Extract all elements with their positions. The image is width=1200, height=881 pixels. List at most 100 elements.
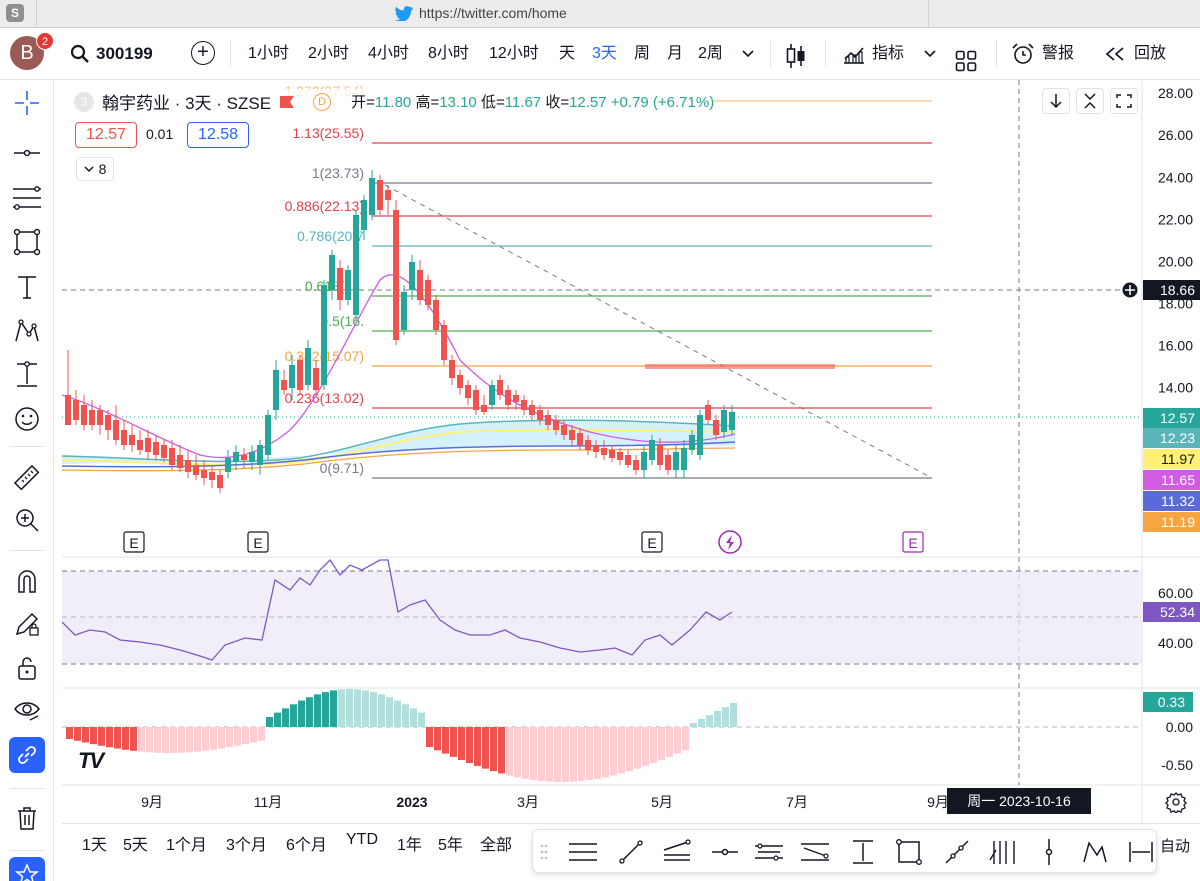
crosshair-tool[interactable] [9,85,45,121]
fav-parallel-channel-tool[interactable] [753,836,785,868]
compare-symbol-button[interactable]: + [191,41,215,65]
buy-button[interactable]: 12.58 [187,122,249,148]
candle-body [521,400,527,410]
symbol-search-button[interactable]: 300199 [70,28,153,80]
replay-button[interactable]: 回放 [1104,28,1166,80]
candle [609,445,615,462]
pattern-tool[interactable] [9,313,45,349]
lock-tool[interactable] [9,650,45,686]
toolbar-separator [825,40,826,68]
interval-2w[interactable]: 2周 [698,45,723,62]
auto-scale-toggle[interactable]: 自动 [1160,838,1191,855]
text-tool[interactable] [9,269,45,305]
fav-fib-fan-tool[interactable] [661,836,693,868]
drag-handle[interactable] [535,836,553,868]
fav-ray-tool[interactable] [941,836,973,868]
fav-fib-tool[interactable] [567,836,599,868]
candle-body [609,450,615,458]
fib-tool[interactable] [9,180,45,216]
interval-3d-active[interactable]: 3天 [592,45,617,62]
interval-4h[interactable]: 4小时 [368,45,409,62]
remove-drawings-tool[interactable] [9,800,45,836]
fav-fib-timezone-tool[interactable] [987,836,1019,868]
price-badge [1143,280,1200,300]
range-3m[interactable]: 3个月 [226,837,267,854]
fav-pattern-tool[interactable] [1079,836,1111,868]
candle-body [449,360,455,378]
range-1m[interactable]: 1个月 [166,837,207,854]
rectangle-tool[interactable] [9,224,45,260]
fav-date-range-tool[interactable] [1125,836,1157,868]
chart-axes: 28.0026.0024.0022.0020.0018.0016.0014.00… [141,85,1200,810]
fav-rectangle-tool[interactable] [893,836,925,868]
dividend-badge[interactable]: D [313,92,332,111]
indicators-button[interactable]: 指标 [842,28,904,80]
interval-2h[interactable]: 2小时 [308,45,349,62]
candle-body [457,375,463,388]
interval-12h[interactable]: 12小时 [489,45,539,62]
range-6m[interactable]: 6个月 [286,837,327,854]
range-all[interactable]: 全部 [480,837,513,854]
fib-retracement[interactable]: 1.272(27.54)1.13(25.55)1(23.73)0.886(22.… [285,83,932,479]
macd-histogram-bar [546,727,553,782]
range-1y[interactable]: 1年 [397,837,422,854]
candle-body [537,410,543,420]
lock-drawings-tool[interactable] [9,606,45,642]
fav-hline-tool[interactable] [709,836,741,868]
fav-vline-tool[interactable] [1033,836,1065,868]
alert-button[interactable]: 警报 [1010,28,1074,80]
symbol-logo: 3 [74,91,94,112]
chart-canvas[interactable]: 1.272(27.54)1.13(25.55)1(23.73)0.886(22.… [62,80,1200,823]
fav-trendline-tool[interactable] [615,836,647,868]
address-bar[interactable]: https://twitter.com/home [395,5,567,21]
candle [497,375,503,400]
candle [281,370,287,395]
interval-8h[interactable]: 8小时 [428,45,469,62]
candle [81,395,87,430]
indicators-collapse-button[interactable]: 8 [76,157,114,181]
maximize-pane-button[interactable] [1110,88,1138,114]
chart-type-button[interactable] [785,40,807,68]
collapse-pane-button[interactable] [1076,88,1104,114]
tradingview-logo[interactable]: TV [78,748,104,773]
candle [657,438,663,470]
fav-price-range-tool[interactable] [847,836,879,868]
scroll-down-button[interactable] [1042,88,1070,114]
range-5y[interactable]: 5年 [438,837,463,854]
price-zone-band [645,364,835,369]
range-1d[interactable]: 1天 [82,837,107,854]
range-ytd[interactable]: YTD [346,831,378,848]
emoji-tool[interactable] [9,401,45,437]
sync-drawings-tool[interactable] [9,737,45,773]
candle-body [369,178,375,215]
trend-line-tool[interactable] [9,135,45,171]
symbol-legend[interactable]: 3 翰宇药业 · 3天 · SZSE D 开=11.80 高=13.10 低=1… [74,89,715,114]
sell-button[interactable]: 12.57 [75,122,137,148]
indicators-dropdown[interactable] [924,28,936,80]
macd-histogram-bar [242,727,249,745]
hide-drawings-tool[interactable] [9,692,45,728]
fav-pitchfork-tool[interactable] [799,836,831,868]
interval-1m[interactable]: 月 [667,45,684,62]
zoom-in-tool[interactable] [9,502,45,538]
rsi-axis-label: 40.00 [1158,635,1193,651]
interval-1d[interactable]: 天 [559,45,576,62]
earnings-marker-box [247,531,269,553]
magnet-tool[interactable] [9,563,45,599]
range-5d[interactable]: 5天 [123,837,148,854]
interval-1h[interactable]: 1小时 [248,45,289,62]
layouts-button[interactable] [955,42,977,72]
ruler-tool[interactable] [9,460,45,496]
candle [513,390,519,410]
favorites-tool[interactable] [9,857,45,881]
macd-histogram-bar [202,727,209,751]
flag-icon[interactable] [279,95,295,109]
interval-dropdown[interactable] [742,28,754,80]
candle-body [649,440,655,460]
candle-body [569,430,575,440]
candle-body [209,472,215,480]
candle [345,265,351,305]
measure-tool[interactable] [9,357,45,393]
chart-settings-button[interactable] [1165,791,1187,814]
interval-1w[interactable]: 周 [634,45,651,62]
